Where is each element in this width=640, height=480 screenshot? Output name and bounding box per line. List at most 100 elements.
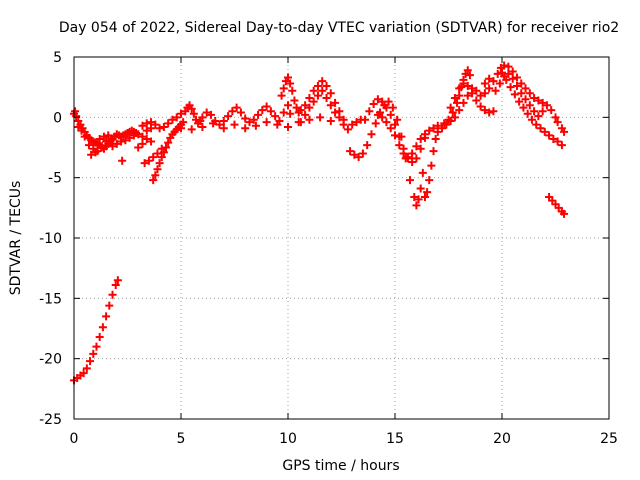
data-point	[153, 149, 162, 158]
data-point	[168, 115, 177, 124]
data-point	[448, 108, 457, 117]
data-point	[423, 188, 432, 197]
data-point	[429, 124, 438, 133]
data-point	[463, 91, 472, 100]
data-point	[316, 113, 325, 122]
data-point	[369, 100, 378, 109]
data-point	[386, 124, 395, 133]
x-tick-label: 10	[279, 431, 297, 447]
data-point	[425, 126, 434, 135]
data-point	[77, 126, 86, 135]
data-point	[420, 130, 429, 139]
x-axis: 0 5 10 15 20 25	[70, 57, 618, 447]
data-point	[198, 113, 207, 122]
data-point	[172, 113, 181, 122]
data-point	[292, 103, 301, 112]
data-point	[111, 281, 120, 290]
data-point	[412, 154, 421, 163]
data-point	[412, 201, 421, 210]
data-point	[305, 94, 314, 103]
data-point	[485, 84, 494, 93]
data-point	[157, 153, 166, 162]
data-point	[408, 157, 417, 166]
data-point	[346, 147, 355, 156]
data-point	[530, 94, 539, 103]
data-point	[472, 86, 481, 95]
data-point	[288, 86, 297, 95]
data-point	[162, 143, 171, 152]
data-point	[284, 73, 292, 82]
data-point	[500, 61, 509, 70]
data-point	[241, 124, 250, 133]
data-point	[271, 112, 280, 121]
data-point	[485, 74, 494, 83]
data-point	[463, 81, 472, 90]
data-point	[358, 149, 367, 158]
data-point	[71, 107, 80, 116]
data-point	[251, 121, 260, 130]
y-axis-label: SDTVAR / TECUs	[8, 181, 24, 296]
data-point	[277, 91, 286, 100]
data-point	[326, 116, 335, 125]
data-point	[523, 109, 532, 118]
data-point	[433, 121, 442, 130]
data-point	[98, 323, 107, 332]
data-point	[521, 95, 530, 104]
data-point	[87, 150, 96, 159]
data-point	[79, 369, 88, 378]
data-point	[97, 142, 106, 151]
data-point	[157, 144, 166, 153]
data-point	[517, 89, 526, 98]
data-point	[498, 68, 506, 77]
data-point	[391, 131, 399, 140]
x-tick-label: 5	[177, 431, 186, 447]
data-point	[189, 109, 198, 118]
data-point	[129, 131, 138, 140]
data-point	[365, 107, 374, 116]
data-point	[373, 95, 382, 104]
data-point	[414, 195, 423, 204]
data-point	[367, 130, 376, 139]
data-point	[408, 149, 417, 158]
data-point	[517, 79, 526, 88]
data-point	[140, 159, 149, 168]
data-point	[491, 86, 500, 95]
data-point	[258, 106, 267, 115]
y-axis: -25 -20 -15 -10 -5 0 5	[39, 50, 609, 428]
data-point	[547, 106, 556, 115]
data-point	[420, 192, 429, 201]
data-point	[202, 108, 211, 117]
data-point	[521, 84, 530, 93]
data-point	[155, 159, 164, 168]
y-tick-label: -5	[48, 171, 62, 187]
data-point	[219, 124, 228, 133]
data-point	[296, 118, 305, 127]
data-point	[147, 137, 156, 146]
data-point	[301, 110, 310, 119]
data-point	[378, 97, 387, 106]
data-point	[382, 103, 391, 112]
data-point	[286, 109, 295, 118]
data-point	[177, 109, 185, 118]
data-point	[245, 118, 254, 127]
data-point	[134, 143, 143, 152]
data-point	[91, 148, 100, 157]
data-point	[149, 176, 158, 185]
data-point	[495, 79, 504, 88]
data-point	[147, 118, 156, 127]
data-point	[102, 137, 111, 146]
data-point	[446, 103, 455, 112]
data-point	[476, 91, 485, 100]
data-point	[339, 120, 348, 129]
data-point	[480, 106, 489, 115]
data-points	[70, 61, 569, 385]
data-point	[326, 89, 335, 98]
data-point	[515, 97, 524, 106]
data-point	[296, 106, 305, 115]
data-point	[155, 124, 164, 133]
data-point	[331, 98, 340, 107]
data-point	[318, 77, 327, 86]
data-point	[232, 103, 241, 112]
data-point	[455, 106, 464, 115]
